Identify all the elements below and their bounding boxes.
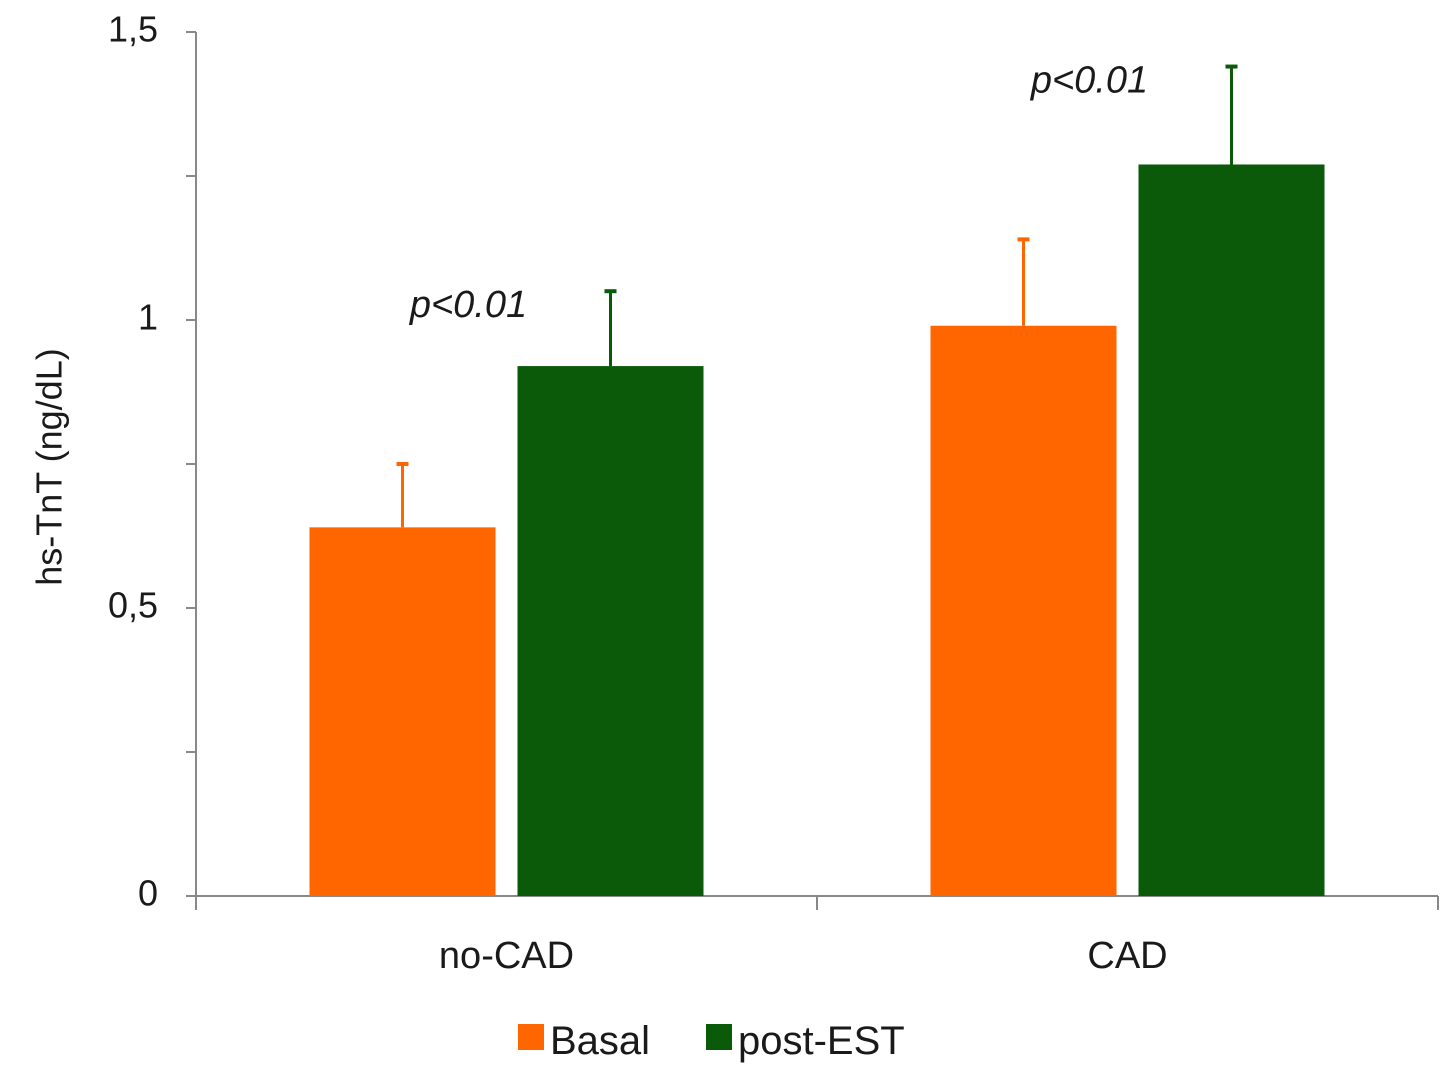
x-category-label: no-CAD [439, 935, 574, 977]
y-tick-label: 0,5 [108, 585, 158, 626]
x-ticks: no-CAD CAD [195, 896, 1439, 977]
x-category-label: CAD [1087, 935, 1167, 977]
legend-label: post-EST [738, 1019, 905, 1063]
bar-post-est-no-cad [517, 366, 704, 897]
p-value-annotation: p<0.01 [1030, 60, 1148, 102]
legend-label: Basal [550, 1019, 650, 1063]
y-tick-label: 1,5 [108, 9, 158, 50]
y-ticks: 0 0,5 1 1,5 [108, 9, 196, 914]
bar-post-est-cad [1138, 164, 1325, 897]
bar-basal-cad [930, 325, 1117, 896]
bars-group [309, 64, 1325, 897]
p-value-annotation: p<0.01 [409, 284, 527, 326]
legend: Basal post-EST [518, 1019, 905, 1063]
y-tick-label: 0 [138, 873, 158, 914]
bar-basal-no-cad [309, 527, 496, 896]
legend-swatch-post-est [706, 1024, 732, 1050]
y-axis-title: hs-TnT (ng/dL) [29, 348, 70, 585]
legend-swatch-basal [518, 1024, 544, 1050]
annotations-group: p<0.01 p<0.01 [409, 60, 1148, 327]
y-tick-label: 1 [138, 297, 158, 338]
